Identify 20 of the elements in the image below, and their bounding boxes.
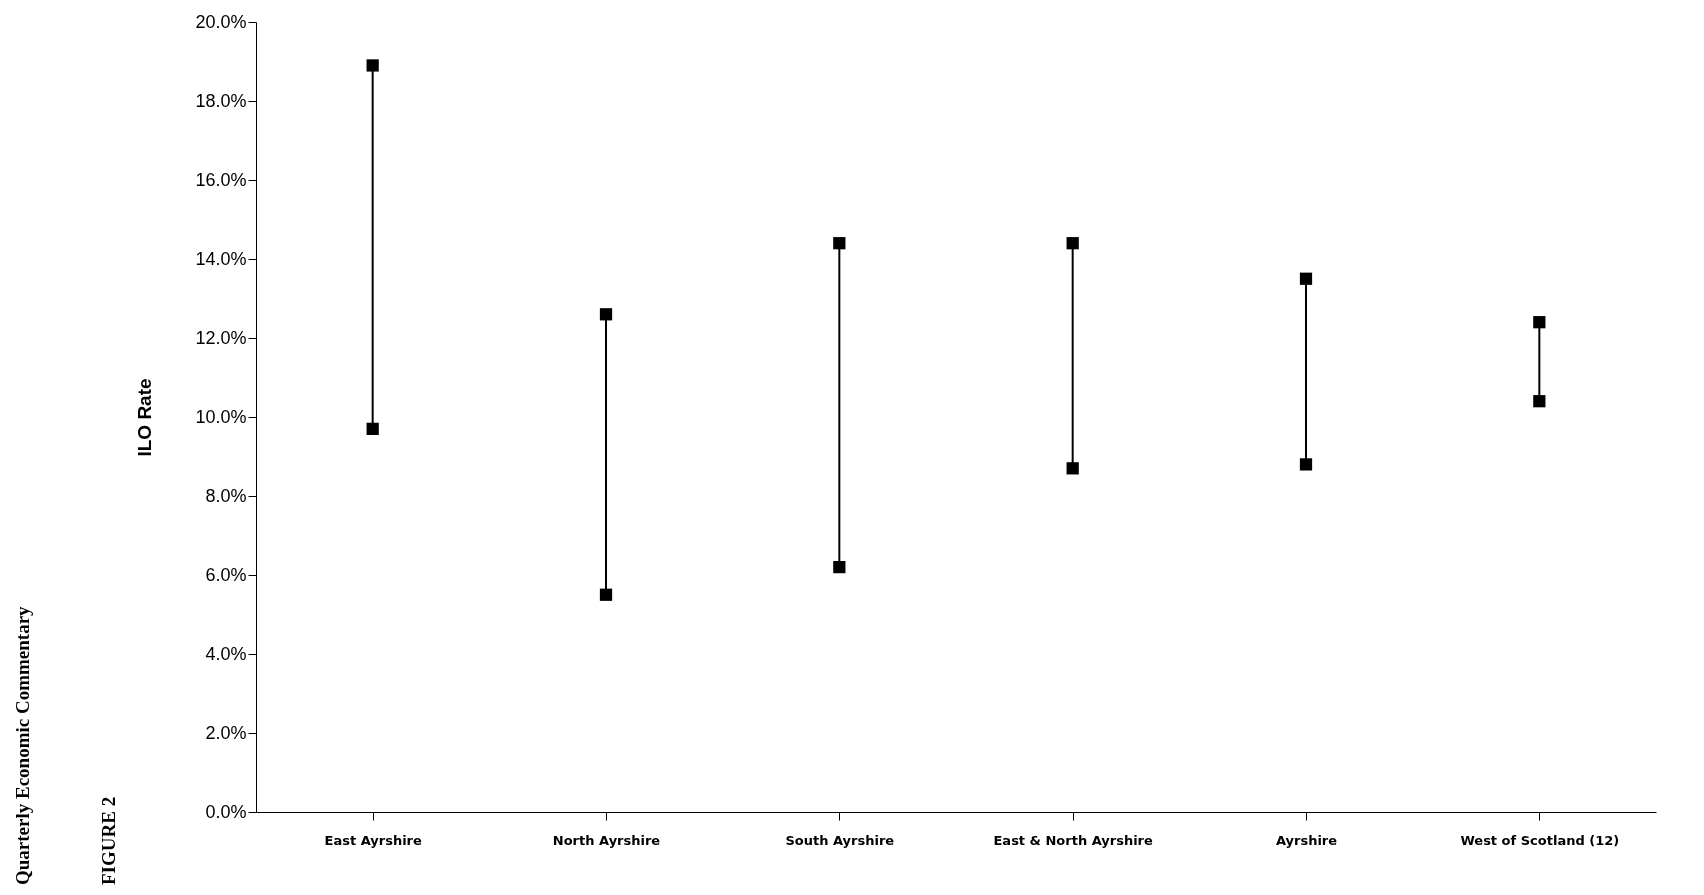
- x-tick-label: West of Scotland (12): [1460, 832, 1620, 848]
- x-tick-label: East & North Ayrshire: [993, 832, 1154, 848]
- y-tick-label: 6.0%: [205, 564, 247, 585]
- y-tick-label: 10.0%: [195, 406, 247, 427]
- caption: FIGURE 2: [98, 796, 120, 885]
- y-tick-label: 20.0%: [195, 11, 247, 32]
- y-tick-label: 0.0%: [205, 801, 247, 822]
- x-tick-label: East Ayrshire: [324, 832, 422, 848]
- y-tick-label: 4.0%: [205, 643, 247, 664]
- x-tick-label: Ayrshire: [1275, 832, 1338, 848]
- x-tick-label: North Ayrshire: [552, 832, 661, 848]
- text: Quarterly Economic Commentary: [12, 606, 34, 885]
- x-tick-label: South Ayrshire: [785, 832, 895, 848]
- y-tick-label: 14.0%: [195, 248, 247, 269]
- y-tick-label: 8.0%: [205, 485, 247, 506]
- y-axis-title: ILO Rate: [134, 378, 156, 457]
- y-tick-label: 12.0%: [195, 327, 247, 348]
- y-tick-label: 18.0%: [195, 90, 247, 111]
- y-tick-label: 16.0%: [195, 169, 247, 190]
- y-tick-label: 2.0%: [205, 722, 247, 743]
